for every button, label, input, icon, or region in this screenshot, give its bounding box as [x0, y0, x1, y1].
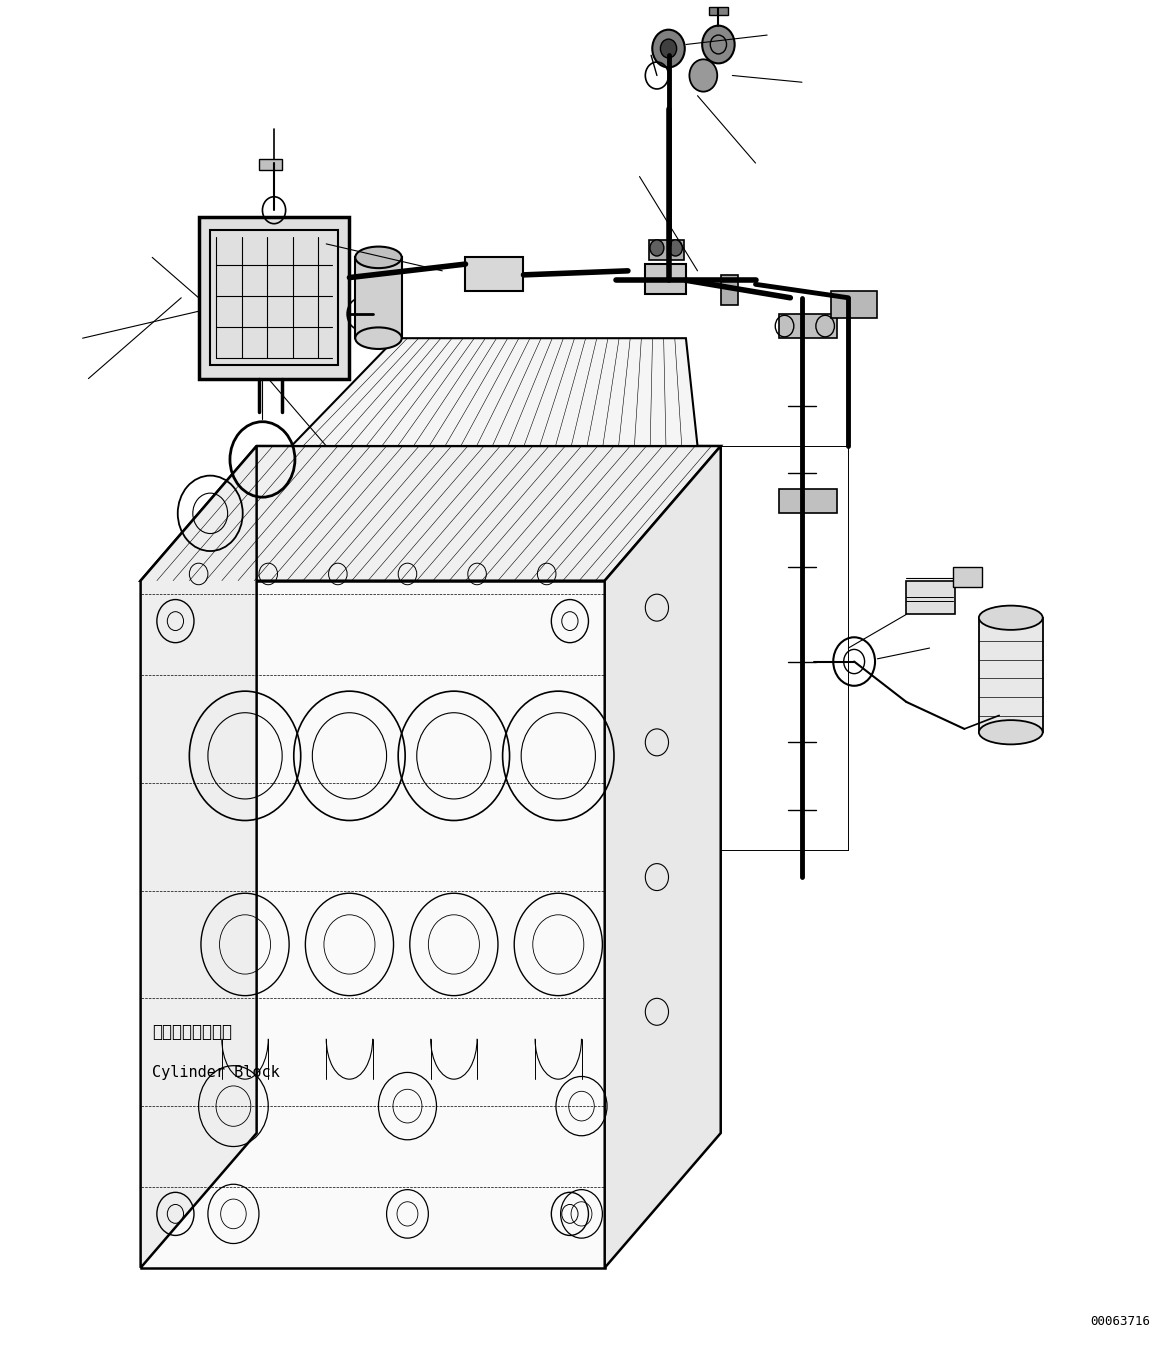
Polygon shape	[141, 580, 605, 1268]
Text: シリンダブロック: シリンダブロック	[152, 1023, 233, 1041]
Text: 00063716: 00063716	[1090, 1315, 1150, 1328]
Circle shape	[661, 39, 677, 58]
Ellipse shape	[355, 247, 401, 269]
Polygon shape	[141, 446, 721, 580]
Bar	[979, 618, 1043, 732]
Text: Cylinder Block: Cylinder Block	[152, 1065, 280, 1080]
Bar	[779, 489, 836, 513]
Circle shape	[702, 26, 735, 63]
Bar	[465, 258, 523, 292]
Ellipse shape	[979, 720, 1043, 744]
Circle shape	[652, 30, 685, 68]
Bar	[830, 292, 877, 319]
Circle shape	[690, 59, 718, 92]
Circle shape	[669, 240, 683, 256]
Bar	[709, 7, 728, 15]
Bar	[779, 315, 836, 339]
Bar	[649, 240, 684, 261]
Polygon shape	[605, 446, 721, 1268]
Bar	[199, 217, 349, 378]
Bar	[355, 258, 401, 339]
Bar	[259, 159, 283, 170]
Circle shape	[650, 240, 664, 256]
Bar	[645, 265, 686, 294]
Bar	[211, 231, 338, 364]
Ellipse shape	[355, 328, 401, 348]
Polygon shape	[141, 446, 257, 1268]
Bar	[952, 567, 982, 587]
Polygon shape	[292, 339, 698, 446]
Bar	[906, 580, 955, 614]
Bar	[721, 275, 739, 305]
Ellipse shape	[979, 606, 1043, 630]
